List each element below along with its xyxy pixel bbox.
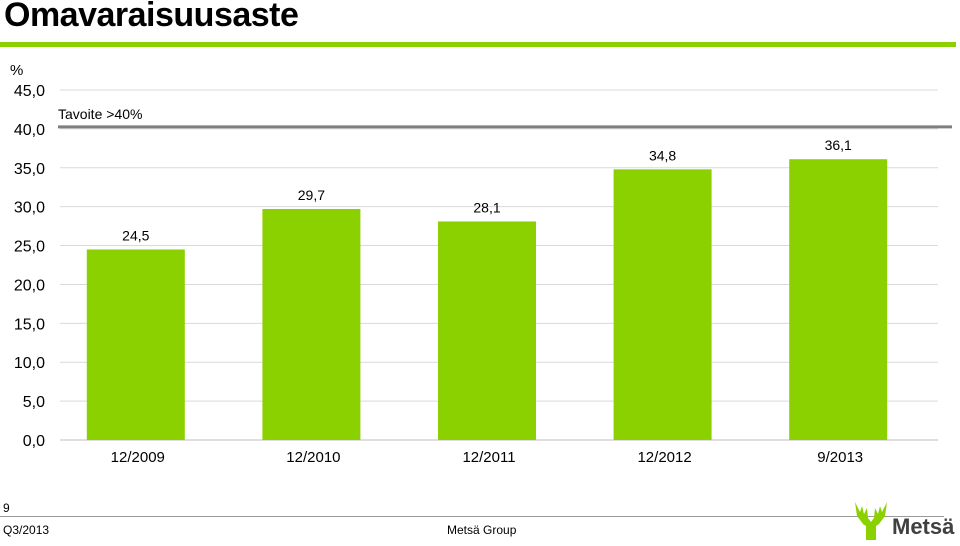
x-category-label: 12/2011 [462, 449, 515, 466]
y-tick-label: 30,0 [14, 200, 45, 217]
x-category-label: 12/2009 [111, 449, 165, 466]
data-label: 29,7 [298, 187, 325, 203]
data-label: 34,8 [649, 147, 676, 163]
data-label: 28,1 [473, 199, 500, 215]
x-category-label: 12/2012 [637, 449, 691, 466]
metsa-logo: Metsä [855, 502, 955, 540]
bar-9-2013 [789, 159, 888, 440]
y-axis-ticks: 0,0 5,0 10,0 15,0 20,0 25,0 30,0 35,0 40,0 45,0 [14, 83, 45, 450]
y-tick-label: 20,0 [14, 277, 45, 294]
y-tick-label: 5,0 [23, 394, 45, 411]
y-tick-label: 40,0 [14, 122, 45, 139]
footer-divider [0, 516, 944, 517]
data-labels: 24,5 29,7 28,1 34,8 36,1 [122, 137, 852, 243]
title-underline [0, 42, 956, 47]
y-axis-unit-label: % [10, 62, 23, 79]
y-tick-label: 10,0 [14, 355, 45, 372]
bars [86, 159, 888, 441]
x-category-label: 9/2013 [817, 449, 863, 466]
target-label: Tavoite >40% [58, 106, 142, 122]
bar-12-2009 [86, 249, 185, 440]
bar-12-2010 [262, 209, 361, 440]
y-tick-label: 15,0 [14, 316, 45, 333]
footer-company: Metsä Group [447, 523, 517, 537]
data-label: 36,1 [825, 137, 852, 153]
footer-period: Q3/2013 [3, 523, 50, 537]
y-tick-label: 45,0 [14, 83, 45, 100]
page-number: 9 [3, 501, 10, 515]
data-label: 24,5 [122, 227, 149, 243]
y-tick-label: 25,0 [14, 239, 45, 256]
bar-12-2011 [438, 221, 536, 440]
y-tick-label: 0,0 [23, 433, 45, 450]
x-category-label: 12/2010 [286, 449, 340, 466]
y-tick-label: 35,0 [14, 161, 45, 178]
bar-12-2012 [613, 169, 712, 441]
logo-wordmark: Metsä [892, 514, 955, 539]
x-axis-categories: 12/2009 12/2010 12/2011 12/2012 9/2013 [111, 449, 863, 466]
moose-antler-icon [855, 502, 887, 540]
equity-ratio-chart: 0,0 5,0 10,0 15,0 20,0 25,0 30,0 35,0 40,0 45,0 %… [10, 62, 952, 466]
page-title: Omavaraisuusaste [4, 0, 299, 34]
